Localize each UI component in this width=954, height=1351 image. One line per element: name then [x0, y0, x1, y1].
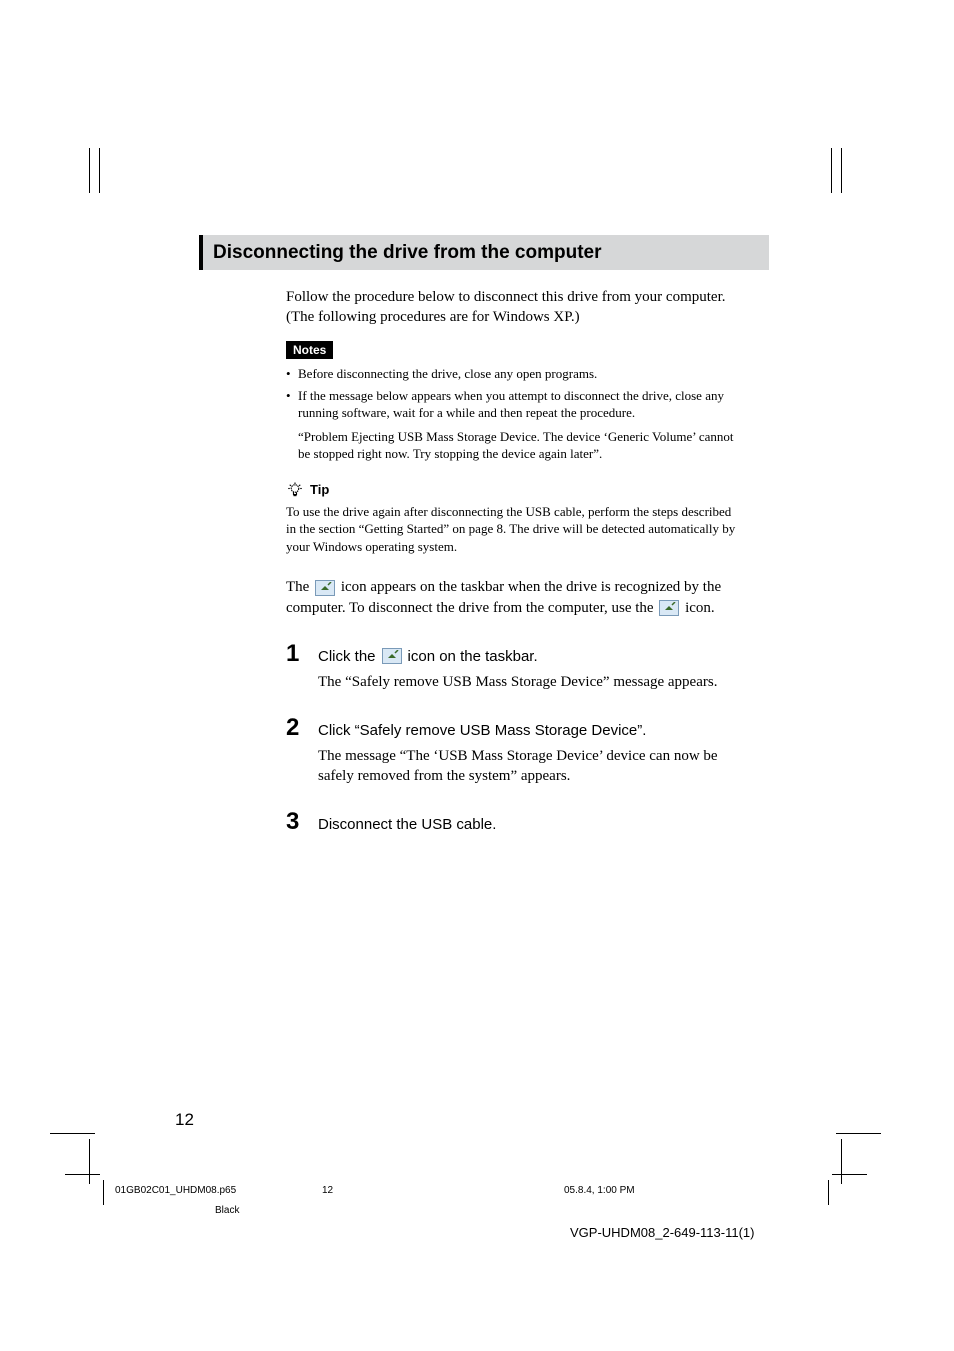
section-heading: Disconnecting the drive from the compute…	[199, 235, 769, 270]
eject-usb-icon	[315, 580, 335, 596]
step-title-a: Click the	[318, 648, 376, 665]
footer-page: 12	[322, 1185, 333, 1196]
step-sub: The “Safely remove USB Mass Storage Devi…	[318, 673, 736, 693]
tip-header: Tip	[286, 481, 736, 499]
step-number: 3	[286, 808, 306, 836]
eject-usb-icon	[382, 648, 402, 664]
step-title-b: icon on the taskbar.	[408, 648, 538, 665]
notes-label: Notes	[286, 341, 333, 359]
crop-mark	[836, 1133, 881, 1134]
step-1: 1 Click the icon on the taskbar. The “Sa…	[286, 640, 736, 693]
footer-date: 05.8.4, 1:00 PM	[564, 1185, 635, 1196]
notes-list: Before disconnecting the drive, close an…	[286, 365, 736, 463]
lightbulb-icon	[286, 481, 304, 499]
crop-mark	[828, 1180, 829, 1205]
footer-docid: VGP-UHDM08_2-649-113-11(1)	[570, 1225, 754, 1240]
note-item-text: If the message below appears when you at…	[298, 388, 724, 421]
crop-mark	[831, 148, 832, 193]
step-title: Click the icon on the taskbar.	[318, 648, 736, 665]
crop-mark	[89, 1139, 90, 1184]
intro-text: Follow the procedure below to disconnect…	[286, 288, 736, 327]
crop-mark	[99, 148, 100, 193]
tip-label: Tip	[310, 482, 329, 497]
step-3: 3 Disconnect the USB cable.	[286, 808, 736, 836]
crop-mark	[103, 1180, 104, 1205]
body-paragraph: The icon appears on the taskbar when the…	[286, 577, 736, 618]
crop-mark	[832, 1174, 867, 1175]
footer-filename: 01GB02C01_UHDM08.p65	[115, 1185, 236, 1196]
step-title-a: Disconnect the USB cable.	[318, 816, 496, 833]
crop-mark	[841, 1139, 842, 1184]
body-text-b: icon appears on the taskbar when the dri…	[286, 579, 721, 615]
footer-color: Black	[215, 1205, 239, 1216]
crop-mark	[50, 1133, 95, 1134]
note-item: If the message below appears when you at…	[286, 387, 736, 463]
tip-text: To use the drive again after disconnecti…	[286, 503, 736, 556]
page-number: 12	[175, 1110, 194, 1130]
crop-mark	[65, 1174, 100, 1175]
note-item: Before disconnecting the drive, close an…	[286, 365, 736, 383]
section-heading-text: Disconnecting the drive from the compute…	[213, 242, 602, 264]
crop-mark	[89, 148, 90, 193]
step-title-a: Click “Safely remove USB Mass Storage De…	[318, 722, 646, 739]
body-text-a: The	[286, 579, 309, 595]
step-2: 2 Click “Safely remove USB Mass Storage …	[286, 714, 736, 786]
step-number: 1	[286, 640, 306, 668]
step-title: Click “Safely remove USB Mass Storage De…	[318, 722, 736, 739]
step-title: Disconnect the USB cable.	[318, 816, 736, 833]
step-sub: The message “The ‘USB Mass Storage Devic…	[318, 747, 736, 786]
eject-usb-icon	[659, 600, 679, 616]
note-quote: “Problem Ejecting USB Mass Storage Devic…	[298, 428, 736, 463]
crop-mark	[841, 148, 842, 193]
body-text-c: icon.	[685, 600, 715, 616]
step-number: 2	[286, 714, 306, 742]
content-area: Follow the procedure below to disconnect…	[286, 288, 736, 836]
